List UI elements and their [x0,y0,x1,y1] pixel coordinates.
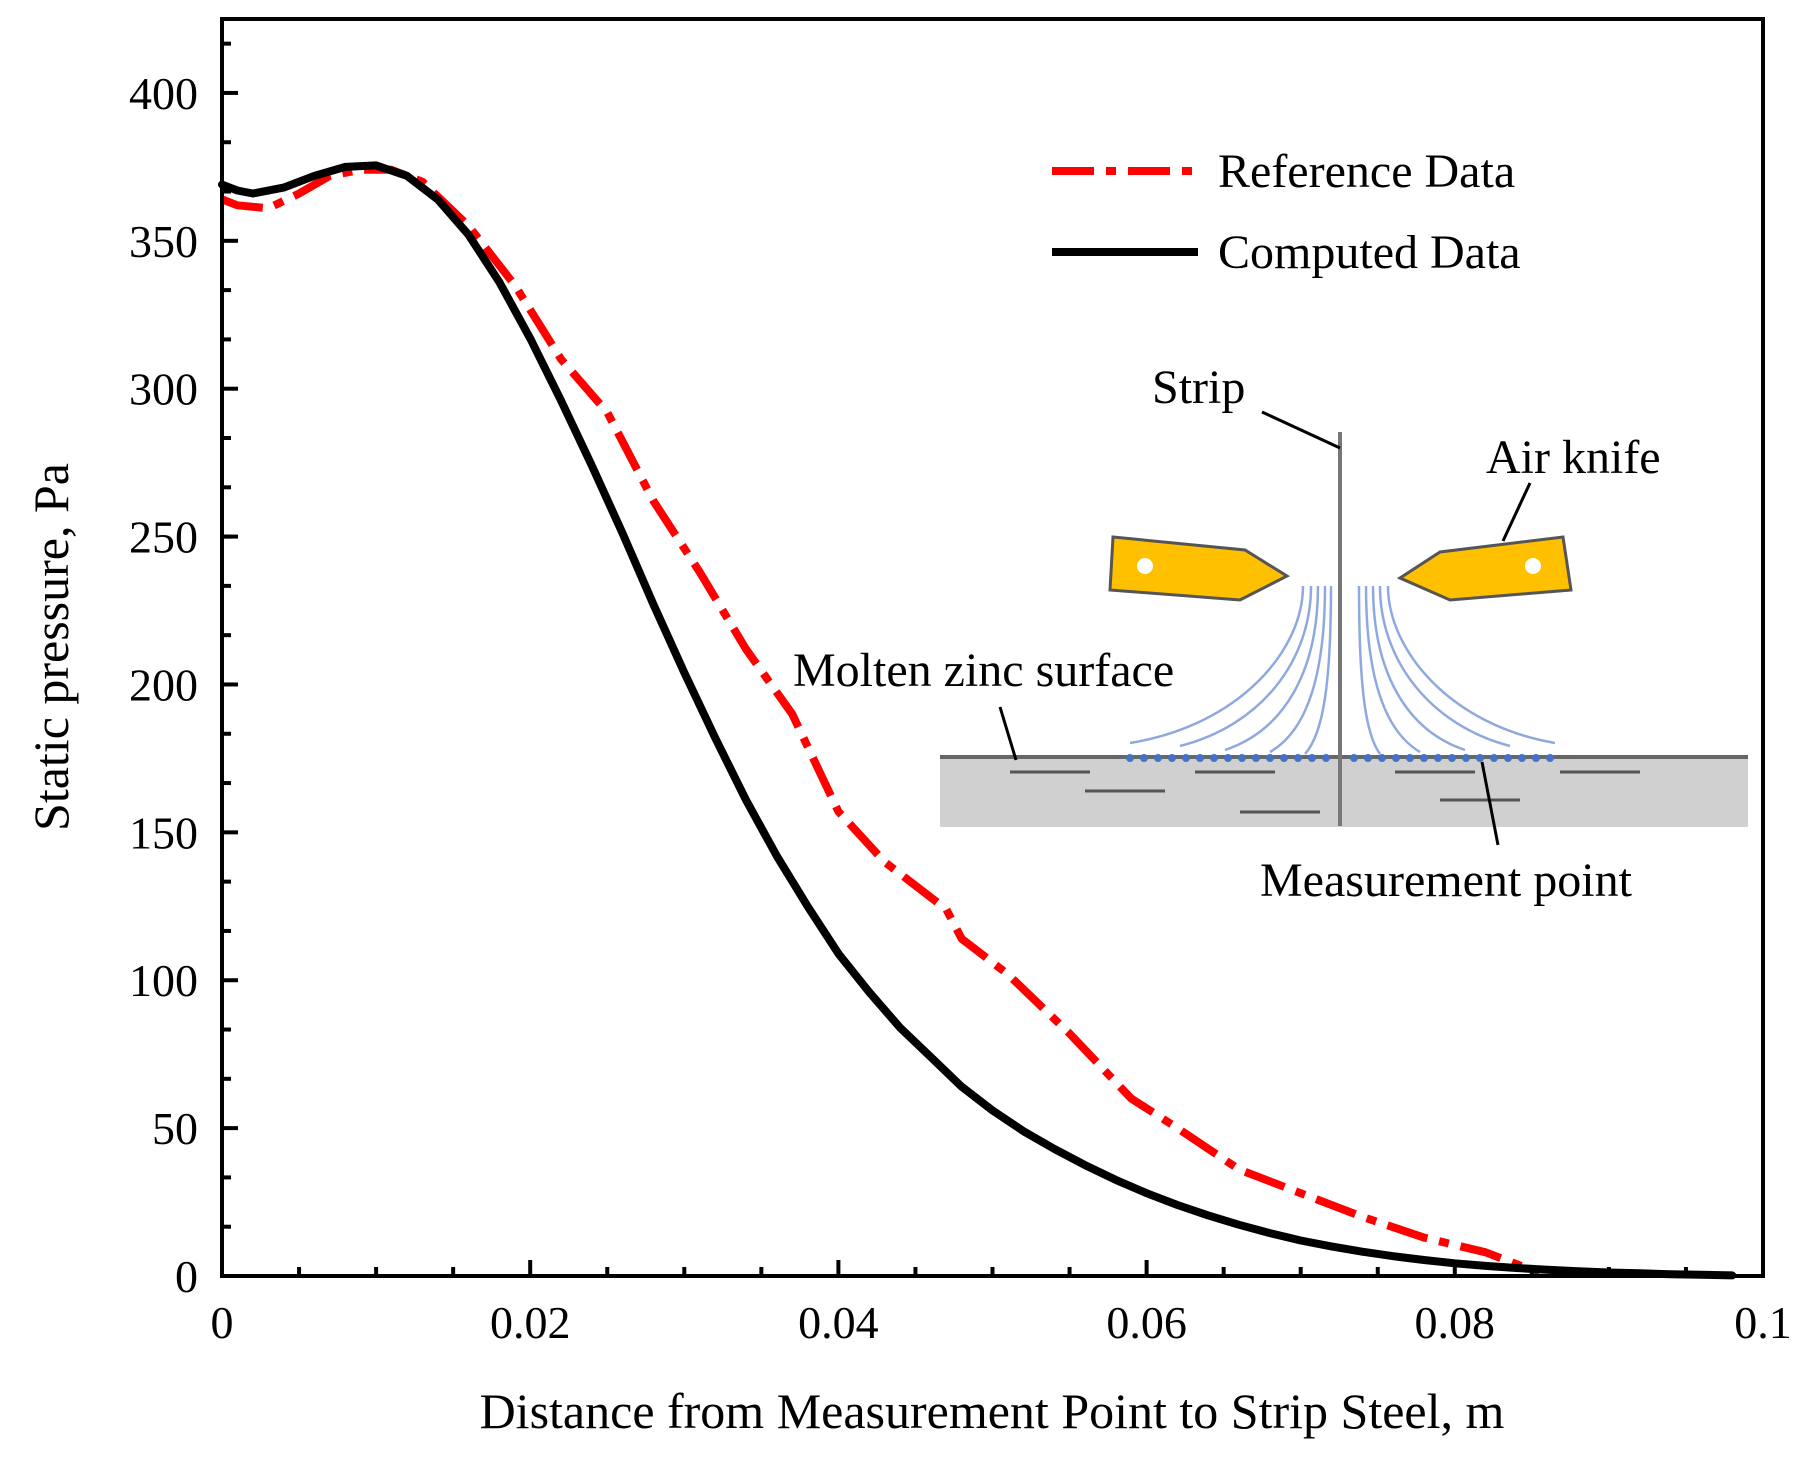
y-tick-label: 200 [129,659,198,710]
y-tick-label: 100 [129,955,198,1006]
measurement-dot [1294,754,1302,762]
measurement-dot [1224,754,1232,762]
legend-reference-label: Reference Data [1218,145,1515,198]
measurement-dot [1476,754,1484,762]
legend-computed-label: Computed Data [1218,226,1521,279]
y-tick-label: 0 [175,1251,198,1302]
measurement-dot [1126,754,1134,762]
molten-zinc-bath [940,757,1748,827]
y-tick-label: 300 [129,364,198,415]
air-knife-right-icon [1396,535,1573,602]
measurement-points [1126,754,1554,762]
y-tick-label: 350 [129,216,198,267]
legend: Reference Data Computed Data [1052,145,1521,279]
measurement-dot [1182,754,1190,762]
measurement-dot [1238,754,1246,762]
measurement-dot [1406,754,1414,762]
x-axis-tick-labels: 0 0.02 0.04 0.06 0.08 0.1 [211,1297,1792,1348]
measurement-dot [1546,754,1554,762]
bath-ripples [1010,770,1640,814]
strip-leader [1261,410,1341,450]
measurement-dot [1154,754,1162,762]
jet-flow-lines [1129,585,1556,755]
measurement-dot [1168,754,1176,762]
x-tick-label: 0.02 [490,1297,571,1348]
y-axis-title: Static pressure, Pa [23,463,79,831]
air-knife-left-hole [1137,558,1153,574]
air-knife-label: Air knife [1486,431,1661,484]
measurement-dot [1266,754,1274,762]
measurement-dot [1140,754,1148,762]
air-knife-left-icon [1108,535,1291,602]
x-axis-ticks [220,1260,1765,1276]
measurement-dot [1196,754,1204,762]
y-tick-label: 250 [129,512,198,563]
computed-data-line [218,161,1737,1280]
measurement-dot [1462,754,1470,762]
x-tick-label: 0.08 [1415,1297,1496,1348]
measurement-dot [1308,754,1316,762]
measurement-dot [1490,754,1498,762]
measurement-dot [1322,754,1330,762]
x-tick-label: 0.1 [1734,1297,1792,1348]
air-knife-schematic: Strip Air knife Molten zinc surface Meas… [793,361,1748,907]
y-tick-label: 50 [152,1103,198,1154]
air-knife-right-hole [1525,558,1541,574]
measurement-dot [1350,754,1358,762]
measurement-point-leader [1480,761,1500,846]
y-tick-label: 400 [129,68,198,119]
x-tick-label: 0 [211,1297,234,1348]
measurement-dot [1280,754,1288,762]
measurement-dot [1392,754,1400,762]
measurement-dot [1252,754,1260,762]
measurement-dot [1210,754,1218,762]
x-axis-title: Distance from Measurement Point to Strip… [480,1383,1505,1439]
measurement-dot [1518,754,1526,762]
measurement-dot [1532,754,1540,762]
molten-zinc-leader [998,706,1018,761]
molten-zinc-label: Molten zinc surface [793,644,1174,697]
measurement-dot [1364,754,1372,762]
y-axis-ticks [222,41,238,1278]
y-axis-tick-labels: 0 50 100 150 200 250 300 350 400 [129,68,198,1302]
measurement-dot [1448,754,1456,762]
measurement-dot [1504,754,1512,762]
leader-lines [998,410,1532,846]
air-knife-leader [1501,482,1532,542]
series-layer [218,161,1737,1280]
strip-label: Strip [1152,361,1245,414]
x-tick-label: 0.04 [798,1297,879,1348]
x-tick-label: 0.06 [1106,1297,1187,1348]
measurement-point-label: Measurement point [1260,854,1633,907]
measurement-dot [1434,754,1442,762]
measurement-dot [1420,754,1428,762]
measurement-dot [1378,754,1386,762]
y-tick-label: 150 [129,807,198,858]
reference-data-line [220,165,1542,1277]
